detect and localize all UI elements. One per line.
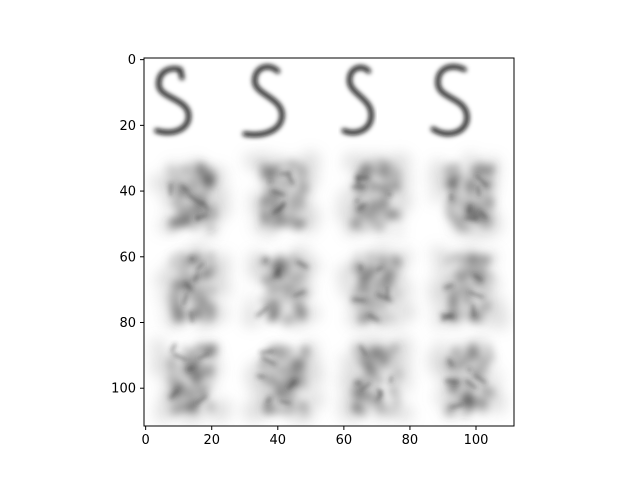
x-tick-label: 100 xyxy=(464,433,489,448)
x-axis-ticks: 0 20 40 60 80 100 xyxy=(142,426,489,448)
tile-reconstruction xyxy=(242,341,325,424)
tile-reconstruction xyxy=(336,245,416,330)
tile-reconstruction xyxy=(336,153,413,237)
y-tick-label: 40 xyxy=(119,185,136,200)
tile-reconstruction xyxy=(150,339,232,423)
tile-reconstruction xyxy=(150,158,231,239)
tile-s-glyph xyxy=(341,65,374,135)
x-tick-label: 20 xyxy=(203,433,220,448)
y-tick-label: 0 xyxy=(128,53,136,68)
x-tick-label: 80 xyxy=(402,433,419,448)
tile-s-glyph xyxy=(430,64,470,136)
x-tick-label: 40 xyxy=(270,433,287,448)
tile-reconstruction xyxy=(428,246,509,330)
y-tick-label: 100 xyxy=(111,382,136,397)
tile-reconstruction xyxy=(242,246,321,329)
x-tick-label: 0 xyxy=(142,433,150,448)
tile-reconstruction xyxy=(337,337,413,423)
x-tick-label: 60 xyxy=(336,433,353,448)
image-layer xyxy=(150,64,509,424)
y-tick-label: 60 xyxy=(119,250,136,265)
y-tick-label: 20 xyxy=(119,119,136,134)
tile-reconstruction xyxy=(429,153,502,240)
tile-reconstruction xyxy=(428,336,506,417)
tile-s-glyph xyxy=(242,64,285,137)
tile-s-glyph xyxy=(154,66,191,135)
tile-reconstruction xyxy=(243,151,320,238)
tile-reconstruction xyxy=(154,243,231,331)
y-tick-label: 80 xyxy=(119,316,136,331)
axes-frame xyxy=(143,57,515,427)
y-axis-ticks: 0 20 40 60 80 100 xyxy=(111,53,144,397)
